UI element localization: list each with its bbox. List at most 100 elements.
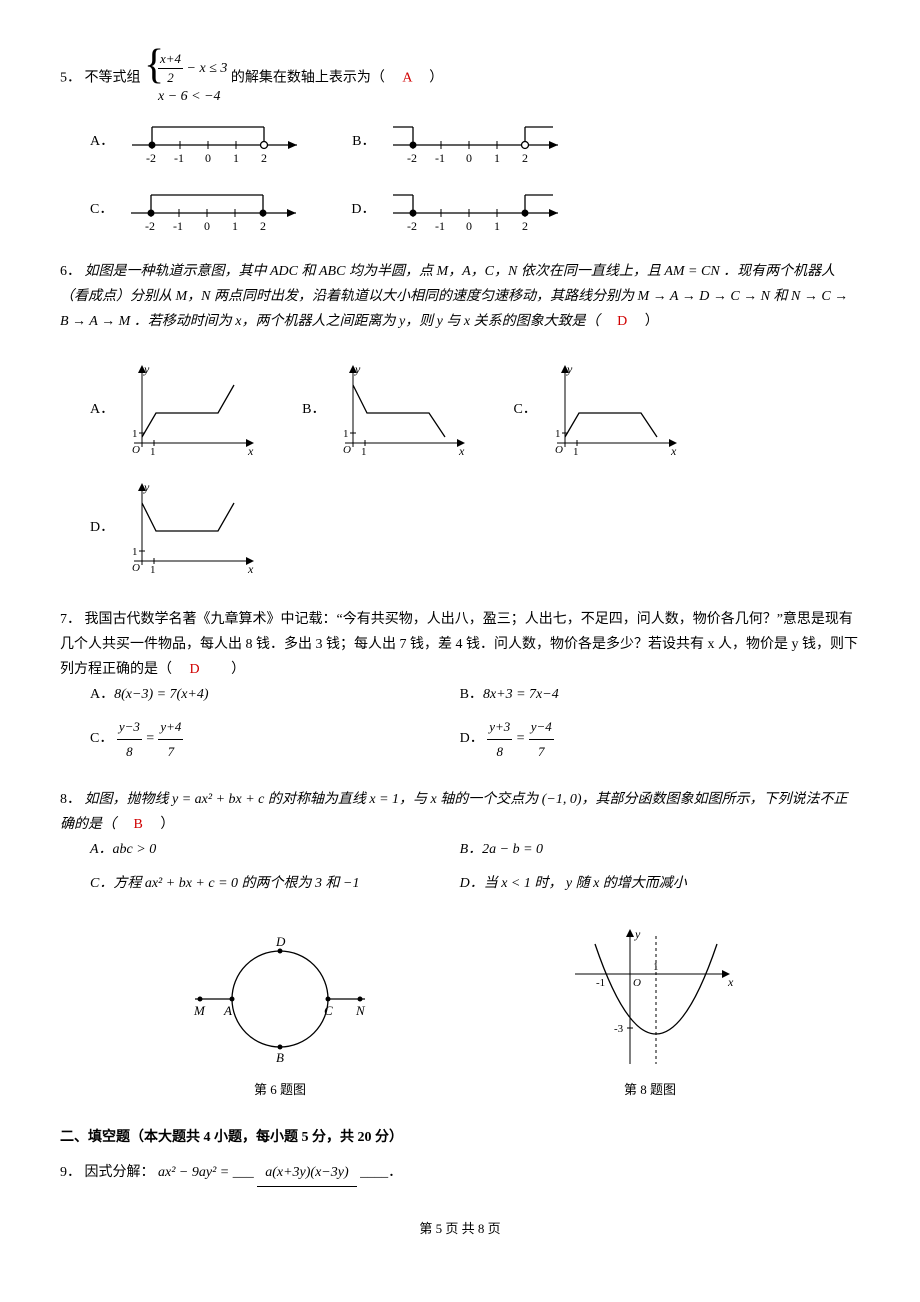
q6-graphs-row: A． yx 1 1 O B． yx 1 1 O (90, 355, 860, 591)
q8-opt-a: A．abc > 0 (90, 837, 460, 862)
fig6-caption: 第 6 题图 (180, 1078, 380, 1101)
q6-answer: D (617, 314, 627, 329)
svg-text:-1: -1 (596, 977, 605, 989)
svg-text:-2: -2 (407, 151, 417, 165)
q8-text-b: ） (146, 817, 174, 832)
svg-text:y: y (143, 362, 150, 376)
svg-text:0: 0 (466, 219, 472, 233)
svg-text:O: O (132, 444, 140, 456)
q6-opt-a: A． yx 1 1 O (90, 355, 262, 465)
svg-text:O: O (555, 444, 563, 456)
svg-text:y: y (143, 480, 150, 494)
numberline-c: -2-1012 (121, 185, 311, 235)
svg-text:2: 2 (261, 151, 267, 165)
question-8: 8． 如图，抛物线 y = ax² + bx + c 的对称轴为直线 x = 1… (60, 787, 860, 1101)
q8-opt-b: B．2a − b = 0 (460, 837, 830, 862)
q7-number: 7． (60, 612, 81, 627)
svg-text:-1: -1 (173, 219, 183, 233)
q8-number: 8． (60, 792, 81, 807)
svg-text:y: y (634, 927, 641, 941)
figures-row: D B M A C N 第 6 题图 x y O -1 1 -3 (90, 924, 830, 1101)
fig8-caption: 第 8 题图 (560, 1078, 740, 1101)
q7-opt-b: B．8x+3 = 7x−4 (460, 682, 830, 707)
q5-options-row1: A． -2-1012 B． -2-1012 (90, 117, 860, 175)
q8-opt-c: C．方程 ax² + bx + c = 0 的两个根为 3 和 −1 (90, 871, 460, 896)
svg-text:-1: -1 (435, 151, 445, 165)
svg-text:1: 1 (132, 428, 138, 440)
svg-text:-1: -1 (174, 151, 184, 165)
q7-answer: D (190, 662, 200, 677)
svg-text:-1: -1 (435, 219, 445, 233)
svg-text:1: 1 (150, 564, 156, 576)
svg-text:N: N (355, 1003, 366, 1018)
svg-text:C: C (324, 1003, 333, 1018)
graph-d: yx 1 1 O (122, 473, 262, 583)
svg-text:O: O (132, 562, 140, 574)
question-7: 7． 我国古代数学名著《九章算术》中记载：“今有共买物，人出八，盈三；人出七，不… (60, 607, 860, 772)
svg-text:x: x (670, 444, 677, 458)
svg-text:1: 1 (494, 219, 500, 233)
q5-equation-system: x+42 − x ≤ 3 x − 6 < −4 (144, 50, 227, 107)
svg-text:1: 1 (573, 446, 579, 458)
svg-text:-2: -2 (145, 219, 155, 233)
svg-text:D: D (275, 934, 286, 949)
q7-text: 我国古代数学名著《九章算术》中记载：“今有共买物，人出八，盈三；人出七，不足四，… (60, 612, 858, 677)
q9-answer: a(x+3y)(x−3y) (257, 1160, 356, 1186)
q9-blank-suffix: ____． (360, 1165, 402, 1180)
svg-text:1: 1 (343, 428, 349, 440)
question-9: 9． 因式分解： ax² − 9ay² = ___ a(x+3y)(x−3y) … (60, 1160, 860, 1186)
q6-text: 如图是一种轨道示意图，其中 ADC 和 ABC 均为半圆，点 M，A，C，N 依… (60, 264, 848, 329)
svg-text:1: 1 (232, 219, 238, 233)
svg-text:M: M (193, 1003, 206, 1018)
numberline-b: -2-1012 (383, 117, 573, 167)
svg-text:1: 1 (361, 446, 367, 458)
q8-text-a: 如图，抛物线 y = ax² + bx + c 的对称轴为直线 x = 1，与 … (60, 792, 848, 832)
svg-text:1: 1 (653, 961, 659, 973)
q6-opt-d: D． yx 1 1 O (90, 473, 262, 583)
numberline-d: -2 -1 0 1 2 (383, 185, 573, 235)
q5-stem-c: ） (415, 71, 443, 86)
svg-text:x: x (247, 562, 254, 576)
q5-options-row2: C． -2-1012 D． -2-1012 (90, 185, 860, 243)
q6-opt-c: C． yx 1 1 O (513, 355, 684, 465)
q8-opt-d: D．当 x < 1 时， y 随 x 的增大而减小 (460, 871, 830, 896)
q5-opt-b: B． -2-1012 (352, 117, 573, 167)
svg-text:x: x (727, 975, 734, 989)
svg-text:-2: -2 (146, 151, 156, 165)
q5-opt-a: A． -2-1012 (90, 117, 312, 167)
svg-text:x: x (458, 444, 465, 458)
circle-track-icon: D B M A C N (180, 924, 380, 1074)
q8-answer: B (134, 817, 143, 832)
q7-text-end: ） (203, 662, 245, 677)
q9-blank-prefix: ___ (233, 1165, 254, 1180)
svg-text:1: 1 (233, 151, 239, 165)
svg-text:-3: -3 (614, 1023, 624, 1035)
figure-q8: x y O -1 1 -3 第 8 题图 (560, 924, 740, 1101)
svg-text:y: y (354, 362, 361, 376)
page-footer: 第 5 页 共 8 页 (60, 1217, 860, 1240)
q9-expr: ax² − 9ay² = (158, 1165, 233, 1180)
q9-text-a: 因式分解： (85, 1165, 155, 1180)
q7-opt-d: D． y+38 = y−47 (460, 715, 830, 763)
q6-opt-b: B． yx 1 1 O (302, 355, 473, 465)
svg-text:2: 2 (260, 219, 266, 233)
svg-text:x: x (247, 444, 254, 458)
parabola-icon: x y O -1 1 -3 (560, 924, 740, 1074)
q5-opt-c: C． -2-1012 (90, 185, 311, 235)
svg-text:1: 1 (150, 446, 156, 458)
svg-text:O: O (343, 444, 351, 456)
q8-options: A．abc > 0 B．2a − b = 0 C．方程 ax² + bx + c… (90, 837, 860, 903)
svg-text:1: 1 (555, 428, 561, 440)
svg-text:B: B (276, 1050, 284, 1065)
graph-a: y x 1 1 O (122, 355, 262, 465)
svg-text:2: 2 (522, 151, 528, 165)
svg-text:-2: -2 (407, 219, 417, 233)
q6-number: 6． (60, 264, 81, 279)
q7-options: A．8(x−3) = 7(x+4) B．8x+3 = 7x−4 C． y−38 … (90, 682, 860, 771)
q9-number: 9． (60, 1165, 81, 1180)
svg-text:2: 2 (522, 219, 528, 233)
question-5: 5． 不等式组 x+42 − x ≤ 3 x − 6 < −4 的解集在数轴上表… (60, 50, 860, 243)
svg-text:y: y (566, 362, 573, 376)
question-6: 6． 如图是一种轨道示意图，其中 ADC 和 ABC 均为半圆，点 M，A，C，… (60, 259, 860, 591)
q5-stem-b: 的解集在数轴上表示为（ (231, 71, 399, 86)
